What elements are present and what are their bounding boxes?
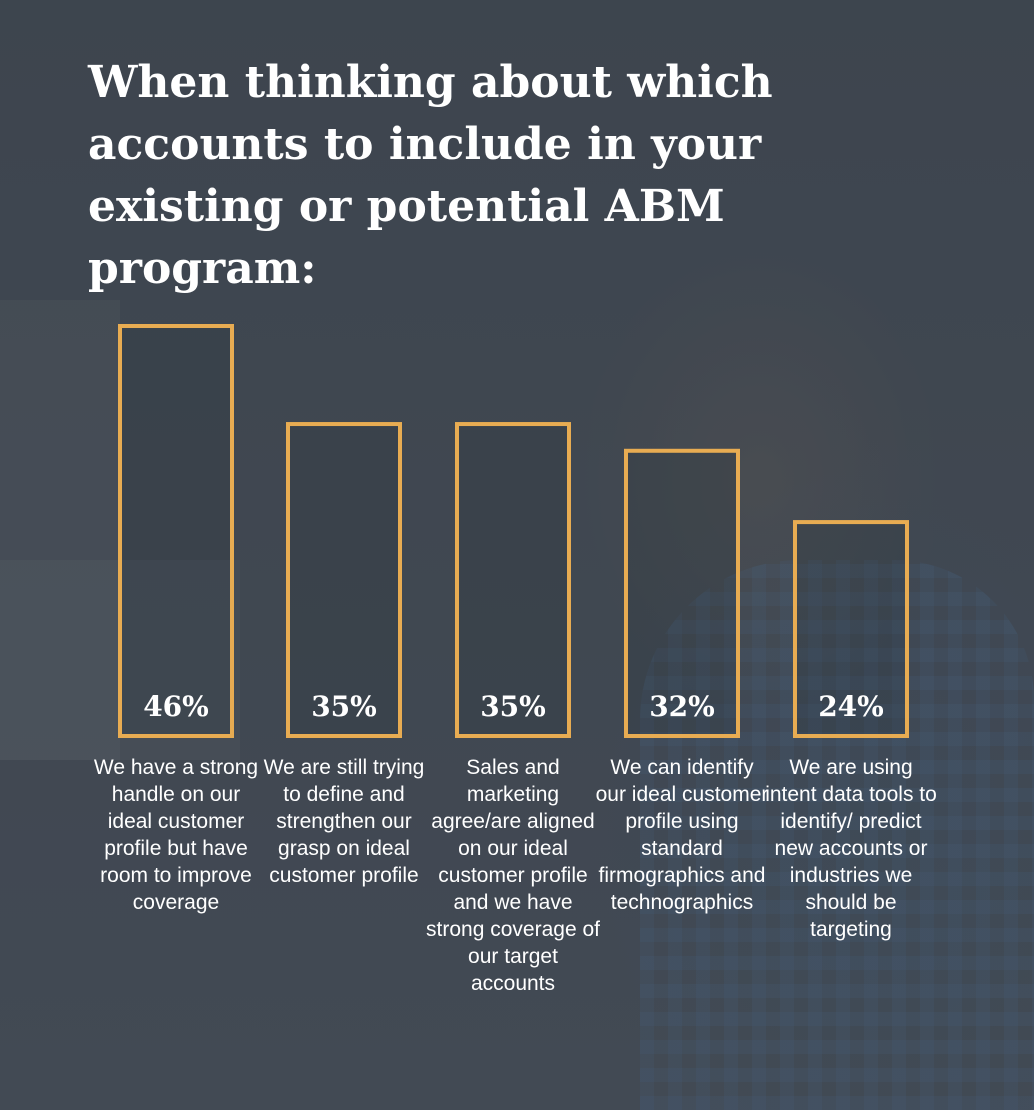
bar-value-label-3: 35% [480,690,546,723]
bar-3 [455,422,571,738]
bar-value-label-2: 35% [311,690,377,723]
category-label-5: We are using intent data tools to identi… [765,756,937,941]
bar-4 [624,448,740,738]
bar-1 [118,324,234,738]
category-label-2: We are still trying to define and streng… [263,756,425,887]
bar-value-label-5: 24% [818,690,884,723]
chart-title: When thinking about which accounts to in… [88,57,773,294]
category-label-4: We can identify our ideal customer profi… [595,756,769,914]
category-label-1: We have a strong handle on our ideal cus… [93,756,259,914]
bar-2 [286,422,402,738]
bar-5 [793,520,909,739]
bar-value-label-4: 32% [649,690,715,723]
bar-value-label-1: 46% [143,690,209,723]
category-label-3: Sales and marketing agree/are aligned on… [426,756,600,995]
